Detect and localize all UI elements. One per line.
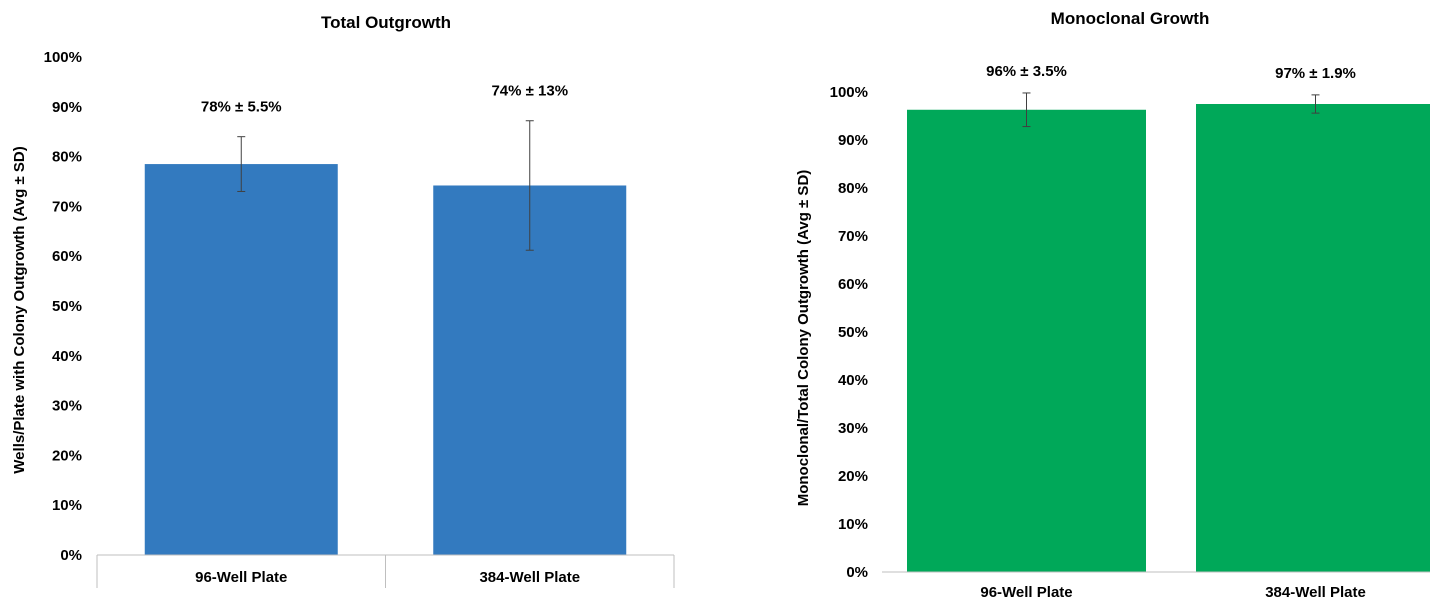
data-label: 74% ± 13% <box>491 83 568 100</box>
y-tick-label: 100% <box>44 49 82 66</box>
category-labels: 96-Well Plate 384-Well Plate <box>980 584 1365 601</box>
y-tick-label: 50% <box>838 324 868 341</box>
bar <box>144 164 338 555</box>
y-tick-label: 60% <box>52 248 82 265</box>
y-tick-label: 30% <box>838 420 868 437</box>
total-outgrowth-chart: Total Outgrowth Wells/Plate with Colony … <box>0 0 700 603</box>
monoclonal-growth-chart: Monoclonal Growth Monoclonal/Total Colon… <box>730 0 1430 603</box>
bars <box>907 104 1430 572</box>
y-tick-label: 0% <box>60 547 82 564</box>
category-label: 384-Well Plate <box>1265 584 1366 601</box>
bar <box>1196 104 1430 572</box>
total-outgrowth-svg: Total Outgrowth Wells/Plate with Colony … <box>11 13 675 588</box>
y-tick-label: 10% <box>52 497 82 514</box>
category-label: 96-Well Plate <box>195 569 287 586</box>
monoclonal-growth-svg: Monoclonal Growth Monoclonal/Total Colon… <box>795 9 1430 601</box>
y-tick-label: 90% <box>52 99 82 116</box>
y-axis-label: Wells/Plate with Colony Outgrowth (Avg ±… <box>11 146 28 473</box>
data-labels: 78% ± 5.5% 74% ± 13% <box>201 83 568 116</box>
y-tick-label: 70% <box>52 198 82 215</box>
y-tick-label: 50% <box>52 298 82 315</box>
y-tick-label: 80% <box>838 180 868 197</box>
y-tick-label: 10% <box>838 516 868 533</box>
bars <box>144 164 627 555</box>
category-label: 384-Well Plate <box>479 569 580 586</box>
y-tick-label: 20% <box>838 468 868 485</box>
y-ticks: 0% 10% 20% 30% 40% 50% 60% 70% 80% 90% 100% <box>830 84 868 581</box>
chart-title: Monoclonal Growth <box>1051 9 1210 28</box>
y-tick-label: 40% <box>52 348 82 365</box>
y-ticks: 0% 10% 20% 30% 40% 50% 60% 70% 80% 90% 100% <box>44 49 82 564</box>
y-tick-label: 70% <box>838 228 868 245</box>
y-tick-label: 90% <box>838 132 868 149</box>
y-tick-label: 30% <box>52 398 82 415</box>
bar <box>907 109 1146 572</box>
data-labels: 96% ± 3.5% 97% ± 1.9% <box>986 63 1356 82</box>
error-bars <box>1022 92 1320 128</box>
y-tick-label: 100% <box>830 84 868 101</box>
x-axis <box>96 554 675 588</box>
y-tick-label: 0% <box>846 564 868 581</box>
category-labels: 96-Well Plate 384-Well Plate <box>195 569 580 586</box>
category-label: 96-Well Plate <box>980 584 1072 601</box>
y-tick-label: 80% <box>52 149 82 166</box>
y-axis-label: Monoclonal/Total Colony Outgrowth (Avg ±… <box>795 170 812 507</box>
error-bars <box>237 120 534 251</box>
chart-title: Total Outgrowth <box>321 13 451 32</box>
data-label: 96% ± 3.5% <box>986 63 1067 80</box>
y-tick-label: 20% <box>52 447 82 464</box>
y-tick-label: 60% <box>838 276 868 293</box>
data-label: 78% ± 5.5% <box>201 99 282 116</box>
data-label: 97% ± 1.9% <box>1275 65 1356 82</box>
y-tick-label: 40% <box>838 372 868 389</box>
